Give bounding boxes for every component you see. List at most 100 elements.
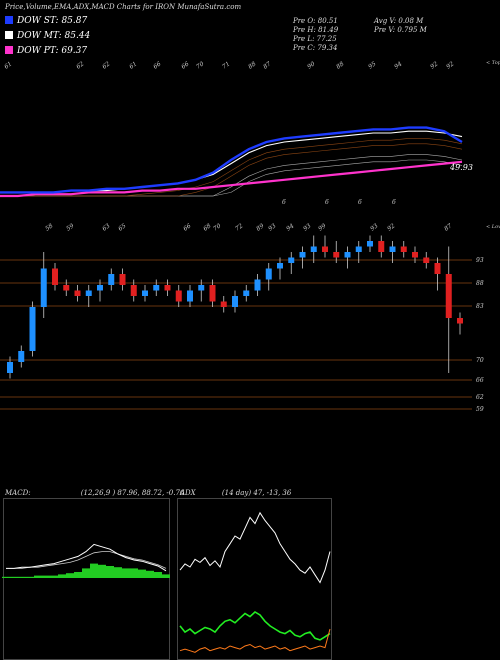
site-name: MunafaSutra.com	[177, 3, 242, 11]
macd-hist-bar	[122, 568, 130, 578]
price-top-label: 68	[202, 222, 212, 232]
candle-body	[389, 246, 396, 252]
candle-body	[130, 285, 137, 296]
candle-body	[400, 246, 407, 252]
candle-body	[175, 290, 182, 302]
candle-body	[277, 263, 283, 269]
ema-top-label: 61	[128, 61, 138, 71]
ema-bottom-label: 6	[325, 199, 329, 206]
price-top-label: 92	[386, 222, 396, 232]
price-top-label: 87	[443, 222, 453, 232]
macd-hist-bar	[98, 564, 106, 578]
candle-body	[97, 285, 103, 291]
macd-hist-bar	[10, 576, 18, 578]
ohlc-close: Pre C: 79.34	[293, 44, 338, 52]
candle-body	[108, 274, 115, 285]
macd-hist-bar	[106, 566, 114, 578]
macd-hist-bar	[154, 572, 162, 578]
price-top-label: 70	[212, 222, 222, 232]
candle-body	[18, 351, 25, 362]
candle-body	[243, 290, 250, 296]
macd-hist-bar	[58, 574, 66, 578]
price-tick-label: 70	[476, 357, 484, 364]
ema-top-label: 88	[247, 60, 257, 70]
macd-hist-bar	[18, 576, 26, 578]
macd-signal-line	[6, 551, 167, 569]
ema-top-label: 66	[180, 60, 190, 70]
adx-title: ADX (14 day) 47, -13, 36	[180, 489, 292, 497]
candle-body	[423, 257, 430, 263]
macd-hist-bar	[26, 576, 34, 578]
macd-hist-bar	[66, 573, 74, 578]
candle-body	[310, 246, 317, 252]
candle-body	[254, 279, 261, 291]
legend-mt-swatch	[5, 31, 13, 39]
candle-body	[220, 301, 227, 307]
chart-title: Price,Volume,EMA,ADX,MACD Charts for IRO…	[5, 3, 241, 11]
candle-body	[445, 274, 452, 318]
ohlc-low: Pre L: 77.25	[293, 35, 337, 43]
legend-st-swatch	[5, 16, 13, 24]
price-top-label: 93	[302, 222, 312, 232]
title-text: Price,Volume,EMA,ADX,MACD Charts for IRO…	[5, 3, 176, 11]
minus-di-line	[179, 628, 331, 653]
ema-st-line	[0, 126, 463, 194]
ema-top-label: 62	[75, 60, 85, 70]
candle-body	[198, 285, 205, 291]
price-top-label: 94	[285, 222, 295, 232]
candle-body	[288, 257, 295, 263]
candle-body	[153, 285, 160, 291]
ohlc-open: Pre O: 80.51	[293, 17, 338, 25]
ema-top-label: 92	[429, 60, 439, 70]
price-tick-label: 93	[476, 257, 484, 264]
macd-hist-bar	[162, 574, 170, 578]
candle-body	[142, 290, 148, 296]
candle-body	[63, 285, 70, 291]
candle-body	[333, 252, 340, 258]
ema-bottom-label: 6	[282, 199, 286, 206]
price-top-label: 93	[369, 222, 379, 232]
ema-bottom-label: 6	[392, 199, 396, 206]
ema-top-label: 61	[3, 61, 13, 71]
candle-body	[7, 362, 13, 373]
macd-hist-bar	[130, 568, 138, 578]
macd-hist-bar	[90, 563, 98, 578]
macd-hist-bar	[82, 568, 90, 578]
ohlc-high: Pre H: 81.49	[293, 26, 339, 34]
ema-top-label: 66	[152, 60, 162, 70]
legend-pt: DOW PT: 69.37	[5, 46, 87, 56]
candle-body	[29, 307, 36, 351]
adx-line	[179, 511, 331, 584]
candle-body	[322, 246, 328, 252]
macd-hist-bar	[42, 575, 50, 578]
price-top-label: 93	[267, 222, 277, 232]
candle-body	[40, 268, 47, 307]
candle-body	[457, 318, 463, 324]
ema-top-label: 70	[195, 60, 205, 70]
price-top-label: 99	[317, 222, 327, 232]
macd-hist-bar	[2, 576, 10, 578]
macd-hist-bar	[138, 569, 146, 578]
avg-volume: Avg V: 0.08 M	[374, 17, 424, 25]
ema-top-label: 87	[262, 60, 272, 70]
ema-top-label: 90	[306, 60, 316, 70]
candle-body	[434, 263, 441, 274]
ema-top-label: 88	[335, 60, 345, 70]
price-tick-label: 83	[476, 303, 484, 310]
price-top-label: 58	[44, 222, 54, 232]
price-right-label: < Lows	[486, 224, 500, 230]
ema-top-label: 71	[221, 61, 231, 71]
pre-volume: Pre V: 0.795 M	[374, 26, 427, 34]
candle-body	[209, 285, 216, 302]
price-tick-label: 62	[476, 394, 484, 401]
pt-value-label: 49.93	[449, 163, 473, 172]
candle-body	[85, 290, 92, 296]
candle-body	[299, 252, 306, 258]
macd-hist-bar	[146, 570, 154, 578]
ema-bottom-label: 6	[358, 199, 362, 206]
candle-body	[187, 290, 193, 302]
price-top-label: 66	[182, 222, 192, 232]
candle-body	[74, 290, 81, 296]
ema-top-label: 95	[367, 60, 377, 70]
macd-panel	[3, 498, 170, 660]
